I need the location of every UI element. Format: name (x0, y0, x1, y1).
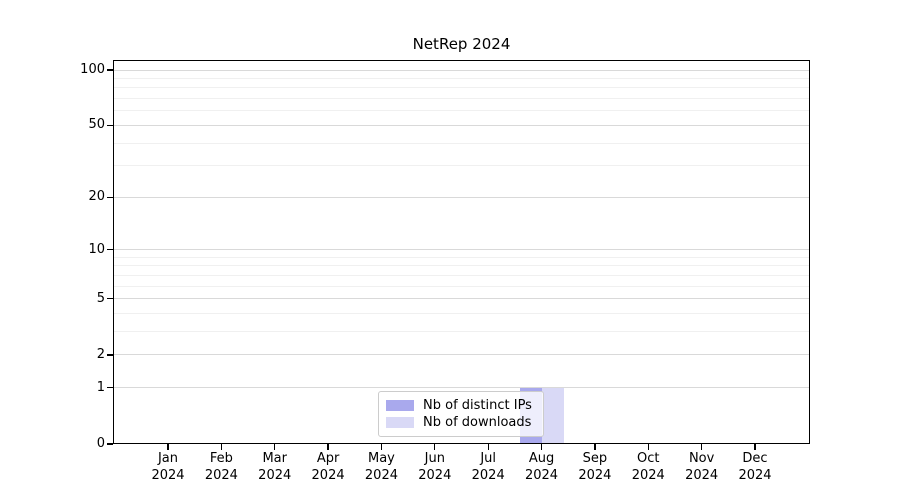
y-tick-label: 20 (88, 189, 105, 205)
gridline-minor (113, 77, 810, 79)
y-tick-mark (107, 443, 113, 445)
x-tick-mark (434, 444, 436, 450)
gridline-minor (113, 265, 810, 267)
y-tick-label: 10 (88, 241, 105, 257)
y-tick-mark (107, 69, 113, 71)
x-tick-mark (700, 444, 703, 450)
y-tick-label: 50 (88, 117, 105, 133)
legend-item-distinct-ips: Nb of distinct IPs (386, 397, 536, 414)
gridline-minor (113, 142, 810, 144)
y-tick-mark (107, 249, 113, 251)
x-tick-label: Jan 2024 (151, 451, 185, 483)
gridline-major (113, 298, 810, 300)
x-tick-label: Jul 2024 (471, 451, 505, 483)
gridline-major (113, 69, 810, 71)
x-tick-mark (487, 444, 489, 450)
gridline-minor (113, 313, 810, 315)
x-tick-mark (274, 444, 276, 450)
x-tick-label: Aug 2024 (524, 451, 559, 483)
legend-label-distinct-ips: Nb of distinct IPs (423, 398, 532, 413)
x-tick-label: Mar 2024 (258, 451, 292, 483)
legend-label-downloads: Nb of downloads (423, 415, 532, 430)
y-tick-label: 1 (96, 379, 105, 395)
gridline-minor (113, 165, 810, 167)
gridline-major (113, 249, 810, 251)
x-tick-mark (380, 444, 383, 450)
y-tick-mark (107, 387, 113, 389)
gridline-minor (113, 256, 810, 258)
x-tick-label: Dec 2024 (738, 451, 772, 483)
x-tick-label: Oct 2024 (631, 451, 665, 483)
bar-nb-of-downloads (541, 387, 564, 444)
gridline-minor (113, 87, 810, 89)
y-tick-label: 100 (80, 62, 105, 77)
gridline-minor (113, 331, 810, 333)
x-tick-label: Sep 2024 (578, 451, 612, 483)
legend: Nb of distinct IPs Nb of downloads (378, 391, 544, 437)
gridline-minor (113, 285, 810, 287)
legend-swatch-distinct-ips (386, 400, 414, 411)
x-tick-mark (220, 444, 222, 450)
x-tick-label: May 2024 (364, 451, 398, 483)
y-tick-mark (107, 298, 113, 300)
x-tick-mark (167, 444, 169, 450)
gridline-minor (113, 110, 810, 112)
legend-item-downloads: Nb of downloads (386, 414, 536, 431)
x-tick-mark (327, 444, 329, 450)
x-tick-label: Apr 2024 (311, 451, 345, 483)
x-tick-mark (594, 444, 596, 450)
y-tick-label: 2 (96, 346, 105, 362)
gridline-major (113, 196, 810, 198)
y-tick-label: 0 (96, 436, 105, 451)
y-tick-mark (107, 354, 113, 356)
chart-title: NetRep 2024 (412, 35, 511, 53)
x-tick-label: Jun 2024 (418, 451, 452, 483)
y-tick-mark (107, 196, 113, 198)
gridline-major (113, 124, 810, 126)
gridline-major (113, 354, 810, 356)
x-tick-mark (647, 444, 649, 450)
gridline-major (113, 387, 810, 389)
y-tick-mark (107, 124, 113, 127)
gridline-minor (113, 98, 810, 100)
x-tick-mark (540, 444, 543, 450)
x-tick-label: Nov 2024 (685, 451, 719, 483)
gridline-minor (113, 274, 810, 276)
x-tick-mark (754, 444, 756, 450)
legend-swatch-downloads (386, 417, 414, 428)
x-tick-label: Feb 2024 (204, 451, 238, 483)
y-tick-label: 5 (96, 290, 105, 306)
